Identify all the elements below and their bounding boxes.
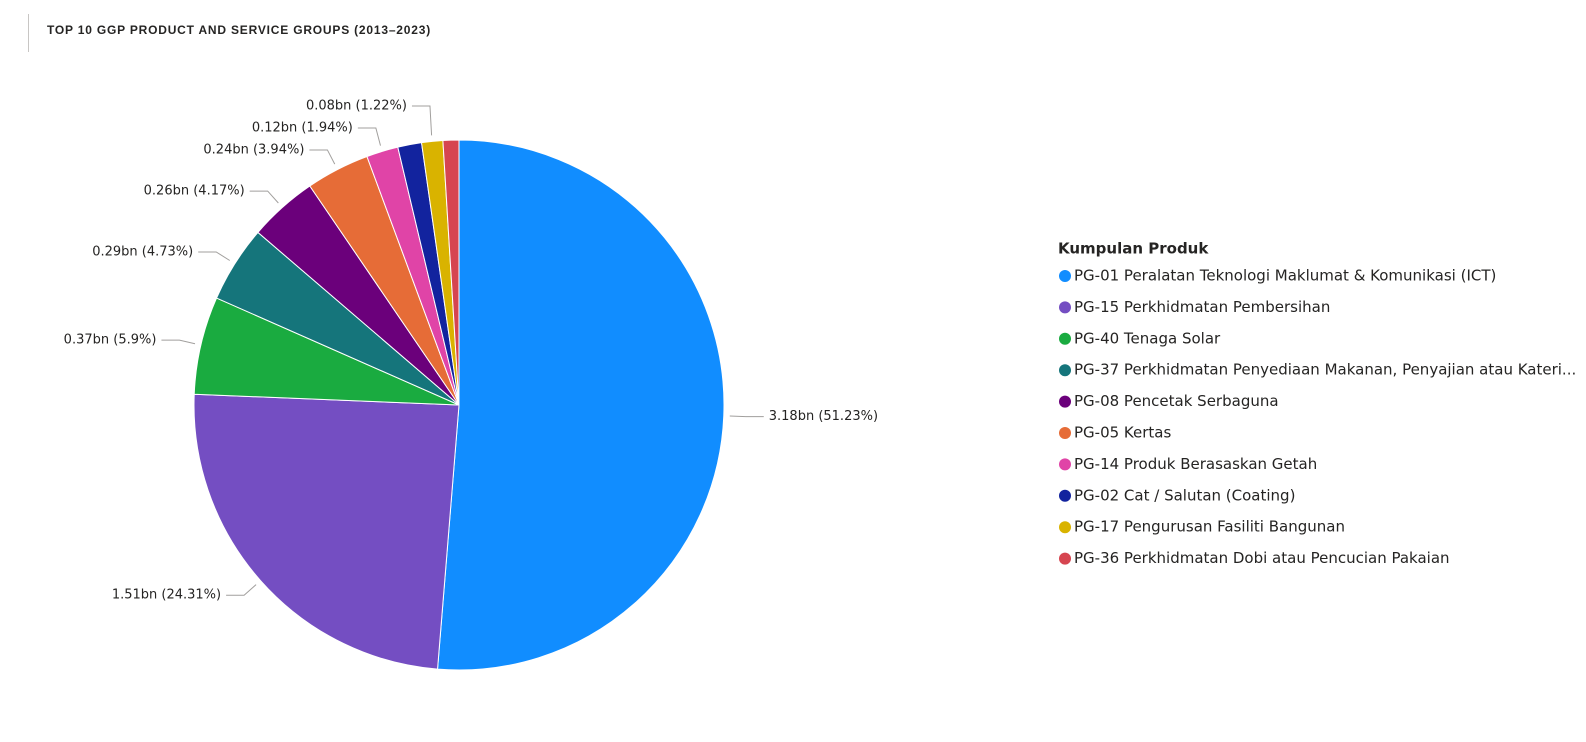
leader-line xyxy=(161,339,196,345)
legend-swatch xyxy=(1059,521,1071,534)
pie-slice xyxy=(442,139,460,406)
legend-label: PG-01 Peralatan Teknologi Maklumat & Kom… xyxy=(1074,267,1496,285)
legend-swatch xyxy=(1059,552,1071,565)
pie-slice xyxy=(193,393,460,670)
data-label: 0.24bn (3.94%) xyxy=(203,142,304,157)
legend-label: PG-40 Tenaga Solar xyxy=(1074,329,1221,347)
legend-swatch xyxy=(1059,489,1071,502)
legend-label: PG-02 Cat / Salutan (Coating) xyxy=(1074,486,1295,504)
pie xyxy=(193,139,725,671)
legend-swatch xyxy=(1059,395,1071,408)
data-label: 0.12bn (1.94%) xyxy=(252,120,353,135)
legend-swatch xyxy=(1059,332,1071,345)
data-labels: 3.18bn (51.23%) 1.51bn (24.31%) 0.37bn (5.… xyxy=(64,98,878,602)
data-label: 0.37bn (5.9%) xyxy=(64,333,157,348)
legend-swatch xyxy=(1059,364,1071,377)
leader-line xyxy=(411,105,433,136)
legend-label: PG-05 Kertas xyxy=(1074,424,1171,442)
leader-line xyxy=(226,584,257,596)
leader-line xyxy=(729,415,764,418)
legend: PG-01 Peralatan Teknologi Maklumat & Kom… xyxy=(1059,267,1576,567)
data-label: 1.51bn (24.31%) xyxy=(112,588,221,603)
legend-swatch xyxy=(1059,270,1071,282)
data-label: 3.18bn (51.23%) xyxy=(769,409,878,424)
leader-line xyxy=(198,251,231,261)
legend-swatch xyxy=(1059,427,1071,439)
legend-label: PG-08 Pencetak Serbaguna xyxy=(1074,392,1279,410)
legend-swatch xyxy=(1059,301,1071,314)
leader-line xyxy=(357,127,381,146)
legend-swatch xyxy=(1059,458,1071,471)
pie-slice xyxy=(437,139,725,671)
leader-line xyxy=(309,149,336,165)
data-label: 0.29bn (4.73%) xyxy=(92,244,193,259)
data-label: 0.26bn (4.17%) xyxy=(144,184,245,199)
legend-label: PG-15 Perkhidmatan Pembersihan xyxy=(1074,298,1330,316)
data-label: 0.08bn (1.22%) xyxy=(306,98,407,113)
legend-label: PG-17 Pengurusan Fasiliti Bangunan xyxy=(1074,518,1345,536)
legend-title: Kumpulan Produk xyxy=(1058,240,1209,258)
legend-label: PG-36 Perkhidmatan Dobi atau Pencucian P… xyxy=(1074,549,1450,567)
legend-label: PG-14 Produk Berasaskan Getah xyxy=(1074,455,1317,473)
leader-line xyxy=(249,190,279,204)
legend-label: PG-37 Perkhidmatan Penyediaan Makanan, P… xyxy=(1074,361,1576,379)
chart-title: TOP 10 GGP PRODUCT AND SERVICE GROUPS (2… xyxy=(47,23,431,37)
